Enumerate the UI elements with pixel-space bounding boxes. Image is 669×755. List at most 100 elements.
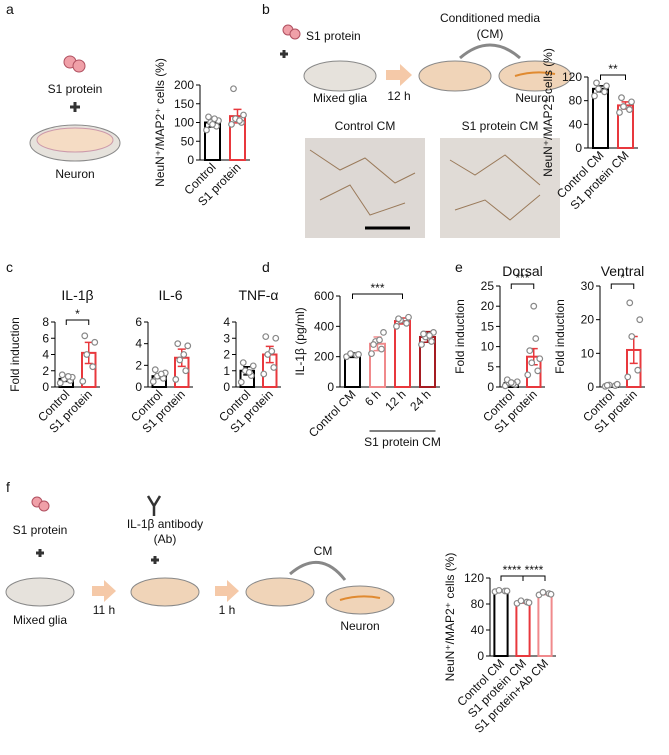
data-point <box>81 332 89 340</box>
data-point <box>618 94 625 102</box>
y-tick-label: 600 <box>314 289 334 303</box>
y-tick-label: 0 <box>587 380 594 394</box>
y-tick-label: 120 <box>464 571 484 585</box>
data-point <box>628 333 636 340</box>
source-label: Mixed glia <box>13 613 67 627</box>
data-point <box>426 332 433 339</box>
data-point <box>151 366 159 374</box>
y-axis-label: Fold induction <box>553 299 567 374</box>
data-point <box>393 322 400 330</box>
data-point <box>603 381 611 389</box>
data-point <box>428 338 435 345</box>
data-point <box>347 350 354 358</box>
data-point <box>534 367 542 375</box>
y-tick-label: 0 <box>575 141 582 155</box>
diagram-f: S1 protein Mixed glia IL-1β antibody (Ab… <box>5 495 395 633</box>
media-abbr: (CM) <box>477 27 504 41</box>
significance-bracket <box>65 319 90 325</box>
dish <box>5 577 75 607</box>
y-tick-label: 2 <box>135 358 142 372</box>
data-point <box>56 379 64 387</box>
data-point <box>626 106 633 113</box>
diagram-b: S1 protein Mixed glia 12 h Conditioned m… <box>280 11 572 238</box>
plus <box>280 50 288 58</box>
micrograph <box>305 138 425 238</box>
y-tick-label: 50 <box>181 134 195 148</box>
data-point <box>270 364 278 371</box>
y-tick-label: 40 <box>471 623 485 637</box>
data-point <box>209 120 216 128</box>
dish <box>130 577 200 607</box>
data-point <box>91 338 99 346</box>
y-tick-label: 8 <box>42 315 49 329</box>
significance-label: **** <box>503 563 522 577</box>
protein-icon <box>72 59 86 73</box>
data-point <box>83 351 91 358</box>
curved-arrow <box>289 560 347 581</box>
bar <box>493 590 509 657</box>
target-label: Neuron <box>515 91 554 105</box>
significance-label: **** <box>525 563 544 577</box>
panel-label: b <box>262 1 270 17</box>
data-point <box>418 341 425 348</box>
significance-bracket <box>522 575 546 581</box>
y-tick-label: 200 <box>314 350 334 364</box>
bar <box>515 601 531 657</box>
y-tick-label: 6 <box>135 315 142 329</box>
data-point <box>634 366 642 374</box>
dish <box>303 60 377 92</box>
y-tick-label: 25 <box>481 279 495 293</box>
time-label: 1 h <box>219 603 236 617</box>
plus <box>70 102 80 112</box>
plus <box>151 556 159 564</box>
data-point <box>174 340 182 348</box>
data-point <box>532 335 540 342</box>
data-point <box>355 350 362 358</box>
y-axis-label: IL-1β (pg/ml) <box>293 307 307 375</box>
stimulus-label: S1 protein <box>13 523 68 537</box>
neuron-icon <box>339 595 381 601</box>
x-tick-label: 24 h <box>407 387 433 413</box>
y-axis-label: Fold induction <box>453 299 467 374</box>
x-tick-label: 12 h <box>382 387 408 413</box>
y-tick-label: 15 <box>481 319 495 333</box>
diagram-a: S1 protein Neuron <box>29 55 121 181</box>
y-tick-label: 10 <box>581 346 595 360</box>
significance-bracket <box>352 293 403 299</box>
data-point <box>79 377 87 385</box>
dish <box>325 585 395 615</box>
y-tick-label: 4 <box>223 315 230 329</box>
chart-title: Ventral <box>601 263 645 279</box>
micrograph-texture <box>309 149 541 221</box>
data-point <box>236 117 243 125</box>
data-point <box>628 98 635 106</box>
y-tick-label: 5 <box>487 360 494 374</box>
panel-label: f <box>6 479 10 495</box>
target-label: Neuron <box>340 619 379 633</box>
stimulus-label: S1 protein <box>306 29 361 43</box>
target-label: Neuron <box>55 167 94 181</box>
y-tick-label: 4 <box>42 348 49 362</box>
data-point <box>603 82 610 90</box>
arrow <box>92 580 116 602</box>
data-point <box>228 120 235 128</box>
x-tick-label: 6 h <box>362 387 384 409</box>
data-point <box>524 371 532 379</box>
y-tick-label: 2 <box>223 348 230 362</box>
y-tick-label: 200 <box>174 78 194 92</box>
data-point <box>272 334 280 342</box>
significance-label: ** <box>608 62 618 76</box>
y-tick-label: 6 <box>42 331 49 345</box>
panel-label: e <box>455 259 463 275</box>
y-tick-label: 20 <box>581 313 595 327</box>
y-tick-label: 0 <box>187 153 194 167</box>
y-tick-label: 1 <box>223 364 230 378</box>
chart-title: IL-1β <box>61 287 93 303</box>
data-point <box>260 370 268 378</box>
protein-icon <box>38 500 50 512</box>
y-tick-label: 3 <box>223 331 230 345</box>
panel-label: a <box>6 1 14 17</box>
bar <box>394 320 411 388</box>
data-point <box>636 316 644 324</box>
y-tick-label: 10 <box>481 340 495 354</box>
